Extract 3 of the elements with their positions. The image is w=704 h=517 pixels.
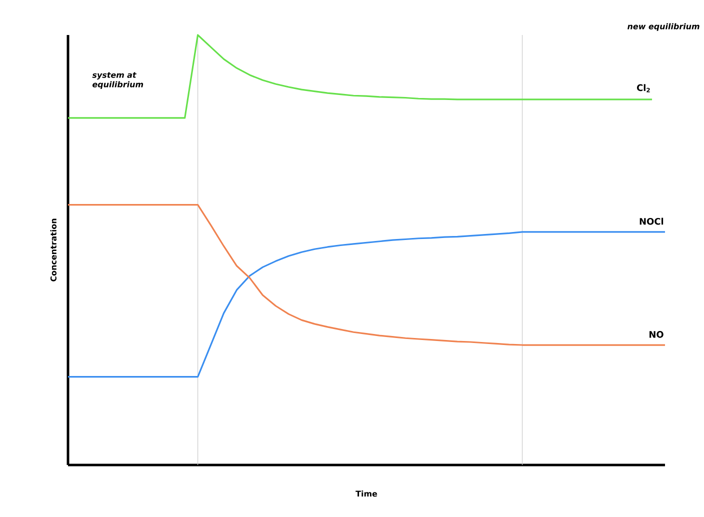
series-label: NO <box>650 331 664 338</box>
series-label: NOCl <box>640 218 664 225</box>
series-label: Cl$_{2}$ <box>636 84 650 92</box>
